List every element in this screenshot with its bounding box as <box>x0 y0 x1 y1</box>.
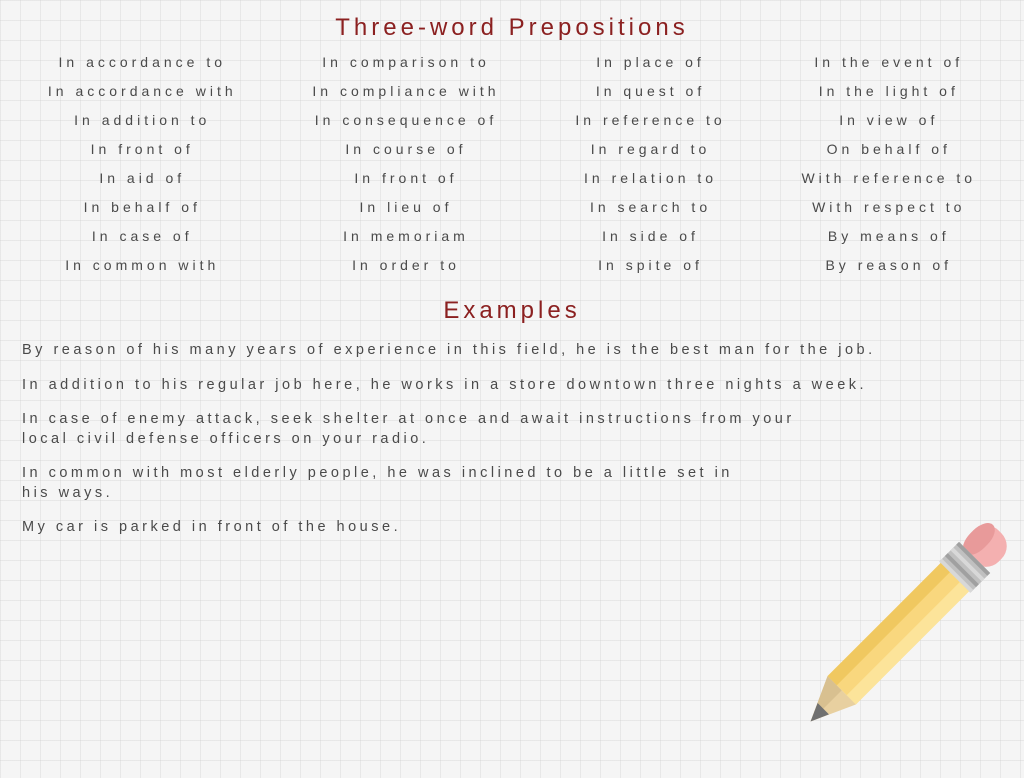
page-title: Three-word Prepositions <box>0 0 1024 54</box>
list-item: In quest of <box>596 83 705 99</box>
prepositions-columns: In accordance to In accordance with In a… <box>0 54 1024 273</box>
column-3: In place of In quest of In reference to … <box>575 54 725 273</box>
list-item: In spite of <box>598 257 703 273</box>
list-item: In aid of <box>99 170 185 186</box>
list-item: In addition to <box>74 112 210 128</box>
list-item: In common with <box>65 257 219 273</box>
example-sentence: In case of enemy attack, seek shelter at… <box>22 410 802 449</box>
examples-title: Examples <box>0 273 1024 341</box>
column-2: In comparison to In compliance with In c… <box>312 54 499 273</box>
pencil-icon <box>754 498 1024 778</box>
list-item: In front of <box>354 170 457 186</box>
examples-section: By reason of his many years of experienc… <box>0 341 1024 538</box>
list-item: In the light of <box>819 83 959 99</box>
list-item: In side of <box>602 228 699 244</box>
example-sentence: My car is parked in front of the house. <box>22 518 902 538</box>
example-sentence: By reason of his many years of experienc… <box>22 341 902 361</box>
column-4: In the event of In the light of In view … <box>801 54 976 273</box>
list-item: In order to <box>352 257 460 273</box>
list-item: With reference to <box>801 170 976 186</box>
column-1: In accordance to In accordance with In a… <box>48 54 237 273</box>
list-item: In the event of <box>814 54 963 70</box>
list-item: In place of <box>596 54 705 70</box>
list-item: In lieu of <box>360 199 453 215</box>
list-item: In accordance to <box>59 54 227 70</box>
list-item: In course of <box>345 141 466 157</box>
list-item: By reason of <box>825 257 952 273</box>
example-sentence: In addition to his regular job here, he … <box>22 376 902 396</box>
list-item: In view of <box>839 112 938 128</box>
list-item: In search to <box>590 199 711 215</box>
list-item: In regard to <box>591 141 711 157</box>
list-item: In behalf of <box>84 199 201 215</box>
list-item: In front of <box>91 141 194 157</box>
list-item: With respect to <box>812 199 965 215</box>
list-item: In accordance with <box>48 83 237 99</box>
list-item: On behalf of <box>827 141 951 157</box>
list-item: In consequence of <box>315 112 497 128</box>
list-item: In relation to <box>584 170 717 186</box>
list-item: By means of <box>828 228 950 244</box>
example-sentence: In common with most elderly people, he w… <box>22 464 742 503</box>
list-item: In comparison to <box>322 54 490 70</box>
list-item: In compliance with <box>312 83 499 99</box>
list-item: In memoriam <box>343 228 469 244</box>
list-item: In reference to <box>575 112 725 128</box>
list-item: In case of <box>92 228 193 244</box>
